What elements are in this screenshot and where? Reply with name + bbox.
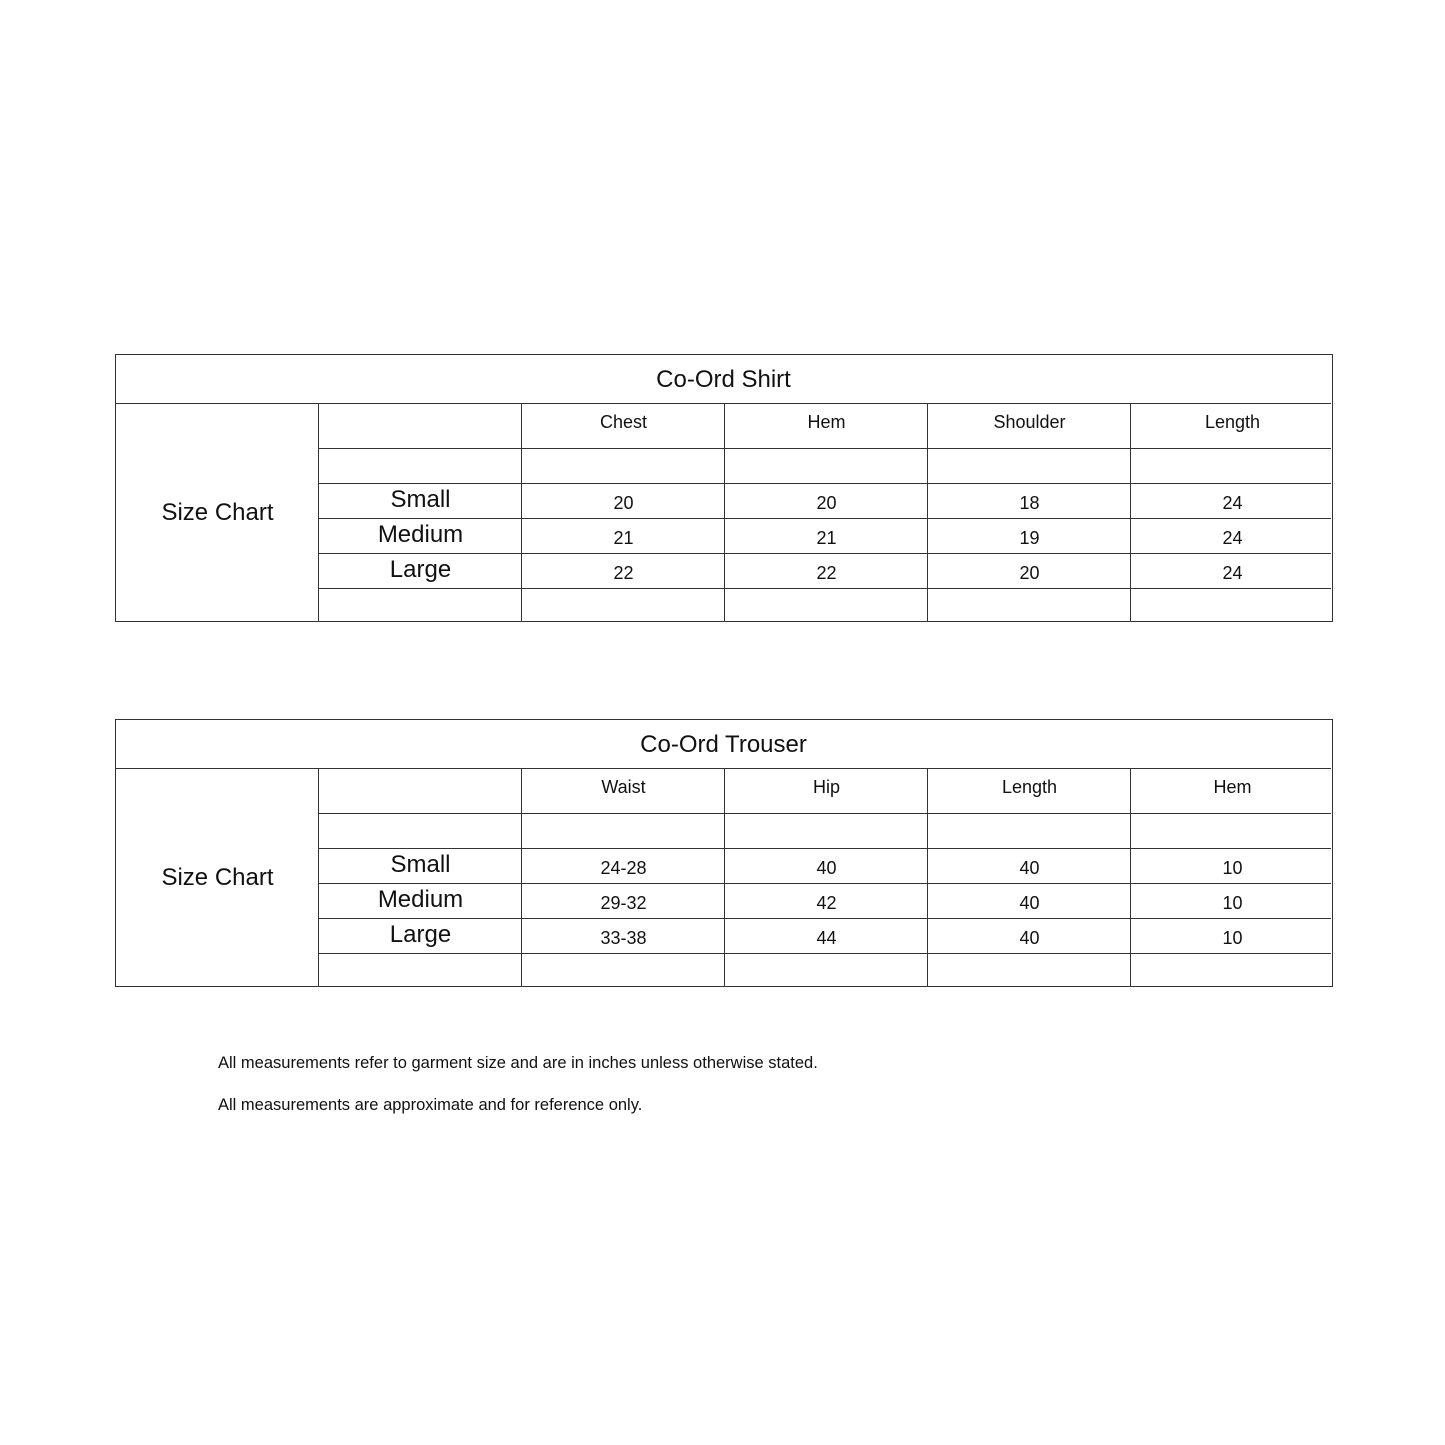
measurement-cell: 22 [613,563,634,583]
measurement-cell: 21 [613,528,634,548]
divider [116,403,1331,404]
measurement-cell: 20 [816,493,837,513]
measurement-cell: 10 [1222,893,1243,913]
divider [318,918,1331,919]
divider [927,768,928,986]
divider [318,588,1331,589]
column-header: Length [1001,777,1058,797]
divider [318,403,319,621]
divider [521,768,522,986]
measurement-cell: 29-32 [600,893,647,913]
divider [318,483,1331,484]
size-label-medium: Medium [377,885,464,913]
column-header: Hip [812,777,840,797]
measurement-cell: 20 [1019,563,1040,583]
measurement-cell: 10 [1222,858,1243,878]
divider [116,768,1331,769]
size-label-medium: Medium [377,520,464,548]
divider [521,403,522,621]
size-label-large: Large [389,555,452,583]
table-title: Co-Ord Trouser [640,730,807,758]
size-label-large: Large [389,920,452,948]
shirt-size-table: Co-Ord Shirt Size Chart Chest Hem Shoulder Le… [115,354,1333,622]
size-chart-label: Size Chart [161,498,274,526]
measurement-cell: 33-38 [600,928,647,948]
divider [318,768,319,986]
divider [318,883,1331,884]
column-header: Hem [1213,777,1252,797]
column-header: Shoulder [993,412,1066,432]
measurement-cell: 40 [816,858,837,878]
measurement-cell: 24 [1222,528,1243,548]
measurement-cell: 18 [1019,493,1040,513]
measurement-cell: 21 [816,528,837,548]
size-label-small: Small [390,850,451,878]
measurement-cell: 19 [1019,528,1040,548]
measurement-cell: 20 [613,493,634,513]
measurement-cell: 44 [816,928,837,948]
measurement-cell: 24 [1222,563,1243,583]
note-approximate: All measurements are approximate and for… [218,1096,643,1114]
divider [724,768,725,986]
divider [318,813,1331,814]
divider [318,518,1331,519]
trouser-size-table: Co-Ord Trouser Size Chart Waist Hip Length He… [115,719,1333,987]
divider [318,953,1331,954]
divider [1130,403,1131,621]
measurement-cell: 40 [1019,928,1040,948]
column-header: Length [1204,412,1261,432]
note-garment-size: All measurements refer to garment size a… [218,1054,818,1072]
divider [1130,768,1131,986]
column-header: Waist [601,777,646,797]
table-title: Co-Ord Shirt [656,365,791,393]
measurement-cell: 40 [1019,893,1040,913]
measurement-cell: 10 [1222,928,1243,948]
measurement-cell: 42 [816,893,837,913]
measurement-cell: 22 [816,563,837,583]
size-label-small: Small [390,485,451,513]
divider [318,448,1331,449]
measurement-cell: 24 [1222,493,1243,513]
divider [318,848,1331,849]
measurement-cell: 40 [1019,858,1040,878]
column-header: Hem [807,412,846,432]
column-header: Chest [599,412,648,432]
size-chart-label: Size Chart [161,863,274,891]
divider [318,553,1331,554]
measurement-cell: 24-28 [600,858,647,878]
divider [927,403,928,621]
divider [724,403,725,621]
